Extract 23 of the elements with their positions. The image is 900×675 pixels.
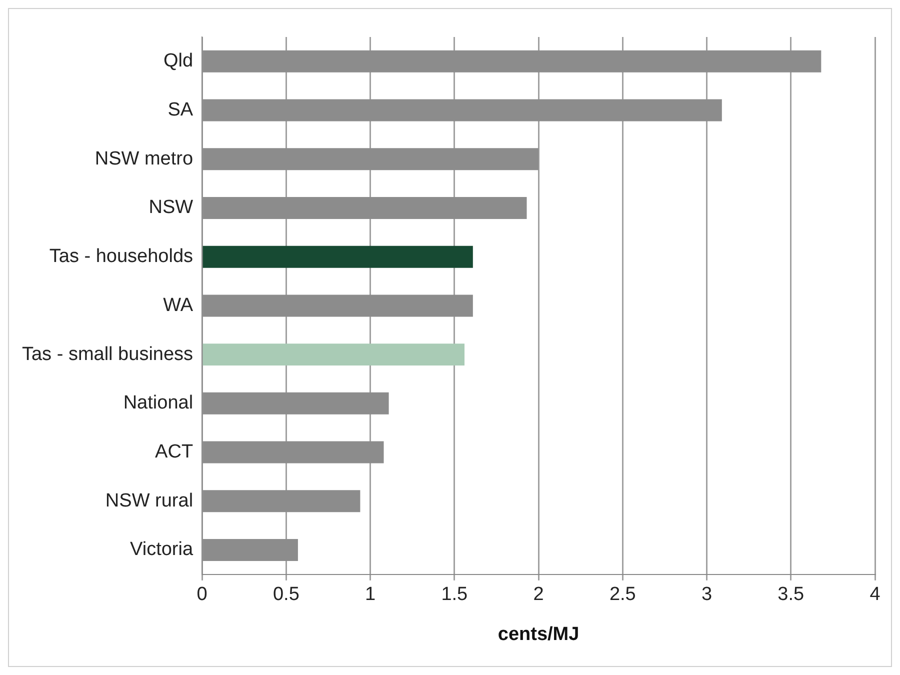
x-tick-label: 3.5: [778, 584, 804, 606]
bar: [202, 344, 465, 366]
x-tick-label: 0.5: [272, 584, 300, 606]
y-tick-label: NSW: [148, 197, 194, 218]
x-tick-label: 1.5: [441, 584, 468, 606]
y-tick-label: National: [123, 392, 194, 414]
x-axis-title: cents/MJ: [498, 624, 580, 645]
y-tick-label: SA: [168, 100, 194, 121]
x-tick-label: 4: [870, 584, 881, 606]
x-tick-label: 1: [365, 584, 376, 606]
x-tick-label: 3: [701, 584, 712, 606]
y-tick-label: Qld: [163, 50, 194, 72]
x-tick-label: 2: [533, 584, 544, 606]
bar: [202, 246, 473, 268]
y-tick-label: Tas - small business: [22, 344, 194, 365]
x-tick-label: 0: [196, 584, 208, 606]
y-tick-label: Victoria: [130, 539, 194, 560]
y-tick-label: Tas - households: [49, 246, 194, 268]
y-tick-label: WA: [163, 294, 194, 316]
y-tick-label: NSW rural: [105, 490, 194, 512]
x-tick-label: 2.5: [609, 584, 636, 606]
y-tick-label: NSW metro: [94, 148, 194, 170]
y-tick-label: ACT: [155, 442, 194, 462]
